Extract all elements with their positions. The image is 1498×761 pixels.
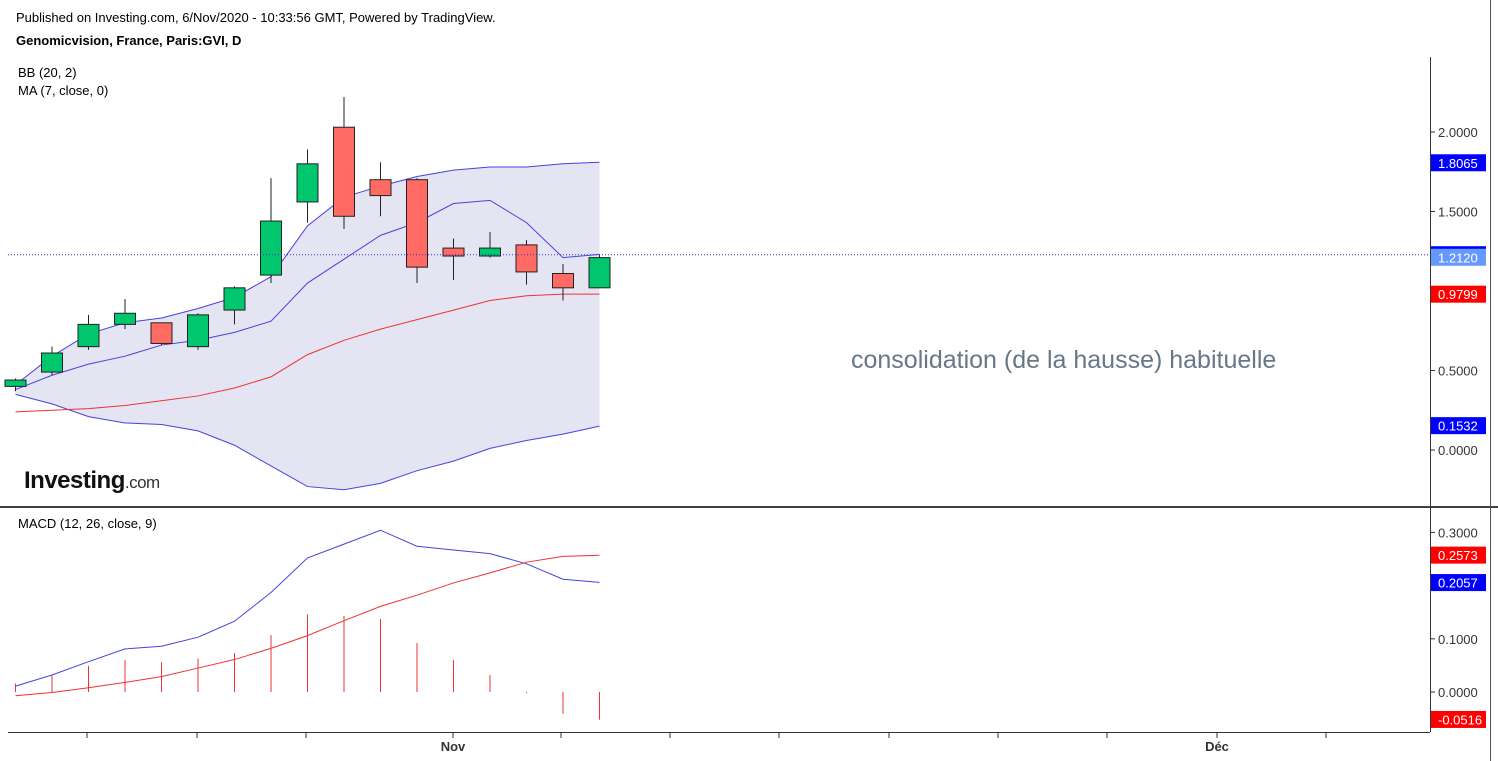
logo-brand: Investing bbox=[24, 467, 125, 494]
price-badge: 0.9799 bbox=[1438, 287, 1478, 302]
price-badge-bg bbox=[1431, 417, 1486, 435]
macd-tick-label: 0.3000 bbox=[1438, 525, 1478, 540]
macd-pane: 0.3000 0.1000 0.0000 0.2573 0.2057 -0.0516 bbox=[15, 525, 1486, 728]
candle-up bbox=[296, 163, 319, 203]
candle-down bbox=[552, 273, 574, 289]
candle-up bbox=[260, 220, 282, 276]
candle-up bbox=[588, 257, 611, 289]
price-badge: 0.1532 bbox=[1438, 419, 1478, 434]
investing-logo: Investing.com bbox=[24, 467, 160, 494]
annotation-text: consolidation (de la hausse) habituelle bbox=[851, 346, 1276, 374]
bb-legend: BB (20, 2) bbox=[18, 65, 77, 80]
signal-line bbox=[15, 554, 600, 697]
macd-badge-bg bbox=[1431, 546, 1486, 564]
macd-tick-label: 0.1000 bbox=[1438, 632, 1478, 647]
candle-down bbox=[406, 179, 428, 268]
candle-down bbox=[442, 247, 465, 257]
candle-down bbox=[515, 244, 538, 273]
price-pane: 2.00001.50000.50000.00001.80651.22831.21… bbox=[4, 97, 1486, 491]
candle-up bbox=[187, 314, 209, 348]
bb-middle-line bbox=[15, 199, 600, 391]
price-badge-bg bbox=[1431, 248, 1486, 266]
published-note: Published on Investing.com, 6/Nov/2020 -… bbox=[16, 10, 496, 25]
time-tick-label: Nov bbox=[441, 739, 466, 754]
candle-up bbox=[114, 312, 136, 325]
candle-down bbox=[150, 322, 173, 344]
macd-badge: 0.2057 bbox=[1438, 576, 1478, 591]
candle-up bbox=[4, 379, 27, 387]
ma-line bbox=[15, 293, 600, 413]
price-tick-label: 0.5000 bbox=[1438, 364, 1478, 379]
price-tick-label: 1.5000 bbox=[1438, 205, 1478, 220]
price-badge-bg bbox=[1431, 154, 1486, 172]
symbol-title: Genomicvision, France, Paris:GVI, D bbox=[16, 33, 242, 48]
macd-badge: -0.0516 bbox=[1438, 712, 1482, 727]
macd-legend: MACD (12, 26, close, 9) bbox=[18, 516, 157, 531]
x-axis: Nov Déc bbox=[86, 732, 1327, 754]
macd-tick-label: 0.0000 bbox=[1438, 685, 1478, 700]
macd-line bbox=[15, 529, 600, 687]
ma-legend: MA (7, close, 0) bbox=[18, 83, 108, 98]
macd-badge-bg bbox=[1431, 710, 1486, 728]
bb-upper-line bbox=[15, 161, 600, 386]
bb-lower-line bbox=[15, 393, 600, 491]
candle-up bbox=[479, 247, 501, 257]
candle-down bbox=[333, 126, 355, 217]
candle-up bbox=[41, 352, 63, 373]
candle-up bbox=[223, 287, 246, 311]
time-tick-label: Déc bbox=[1205, 739, 1229, 754]
price-tick-label: 0.0000 bbox=[1438, 443, 1478, 458]
price-badge: 1.2120 bbox=[1438, 250, 1478, 265]
price-badge-bg bbox=[1431, 285, 1486, 303]
price-tick-label: 2.0000 bbox=[1438, 125, 1478, 140]
logo-suffix: .com bbox=[125, 473, 160, 492]
price-badge: 1.8065 bbox=[1438, 156, 1478, 171]
candle-up bbox=[77, 323, 100, 348]
candle-down bbox=[369, 179, 392, 197]
macd-badge: 0.2573 bbox=[1438, 548, 1478, 563]
macd-badge-bg bbox=[1431, 574, 1486, 592]
